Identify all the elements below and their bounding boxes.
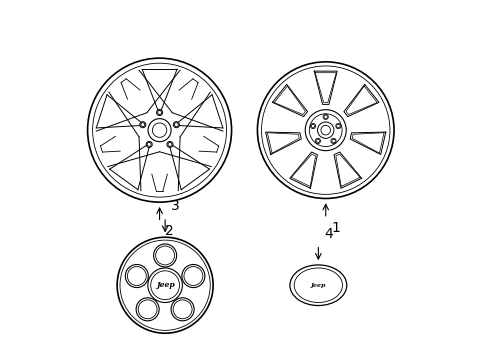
Ellipse shape	[120, 240, 210, 330]
Ellipse shape	[305, 110, 346, 150]
Ellipse shape	[336, 124, 340, 128]
Text: 2: 2	[165, 224, 174, 238]
Ellipse shape	[117, 237, 213, 333]
Ellipse shape	[294, 268, 342, 302]
Ellipse shape	[174, 123, 178, 127]
Ellipse shape	[324, 115, 327, 118]
Ellipse shape	[166, 141, 173, 148]
Ellipse shape	[155, 246, 174, 265]
Ellipse shape	[125, 265, 148, 288]
Ellipse shape	[331, 139, 335, 143]
Ellipse shape	[289, 265, 346, 306]
Ellipse shape	[147, 143, 151, 147]
Ellipse shape	[173, 300, 192, 319]
Ellipse shape	[171, 298, 194, 321]
Ellipse shape	[311, 124, 314, 128]
Ellipse shape	[92, 63, 226, 197]
Ellipse shape	[153, 244, 176, 267]
Ellipse shape	[261, 66, 389, 194]
Ellipse shape	[257, 62, 393, 198]
Ellipse shape	[309, 114, 342, 147]
Ellipse shape	[141, 123, 144, 127]
Ellipse shape	[150, 271, 179, 300]
Ellipse shape	[320, 125, 330, 135]
Ellipse shape	[323, 114, 327, 120]
Ellipse shape	[87, 58, 231, 202]
Ellipse shape	[136, 298, 159, 321]
Ellipse shape	[156, 109, 163, 116]
Ellipse shape	[330, 138, 335, 144]
Ellipse shape	[138, 300, 157, 319]
Ellipse shape	[168, 143, 172, 147]
Ellipse shape	[317, 122, 333, 138]
Ellipse shape	[140, 122, 145, 128]
Ellipse shape	[315, 138, 320, 144]
Ellipse shape	[173, 122, 179, 128]
Text: 3: 3	[170, 199, 179, 213]
Text: 4: 4	[323, 227, 332, 241]
Ellipse shape	[316, 139, 319, 143]
Ellipse shape	[183, 267, 203, 285]
Ellipse shape	[157, 111, 161, 114]
Ellipse shape	[127, 267, 146, 285]
Ellipse shape	[147, 268, 182, 302]
Text: Jeep: Jeep	[155, 281, 174, 289]
Ellipse shape	[148, 119, 171, 142]
Ellipse shape	[152, 123, 166, 138]
Text: 1: 1	[330, 221, 340, 235]
Ellipse shape	[335, 123, 340, 129]
Text: Jeep: Jeep	[310, 283, 325, 288]
Ellipse shape	[182, 265, 204, 288]
Ellipse shape	[310, 123, 315, 129]
Ellipse shape	[146, 141, 152, 148]
